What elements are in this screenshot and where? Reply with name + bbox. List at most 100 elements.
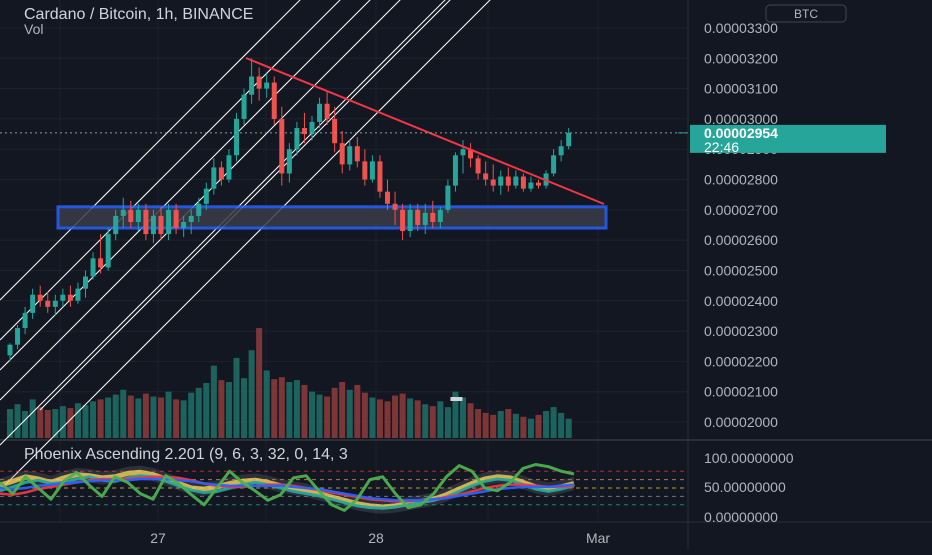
- volume-bar: [180, 400, 187, 438]
- osc-axis-label: 100.00000000: [704, 450, 794, 466]
- currency-label: BTC: [794, 7, 818, 21]
- volume-bar: [67, 408, 74, 438]
- volume-bar: [112, 394, 119, 438]
- candle-body: [422, 212, 428, 225]
- candle-body: [332, 118, 338, 144]
- drawings-layer[interactable]: [0, 0, 608, 491]
- candle-body: [445, 185, 451, 210]
- volume-bar: [301, 384, 308, 438]
- volume-bar: [407, 398, 414, 438]
- candle-body: [143, 209, 149, 235]
- volume-bar: [14, 404, 21, 438]
- candle-body: [60, 294, 66, 301]
- candle-body: [75, 288, 81, 301]
- volume-bar: [127, 395, 134, 438]
- support-zone[interactable]: [56, 205, 608, 230]
- price-axis-label: 0.00002200: [704, 353, 778, 369]
- candle-body: [181, 221, 187, 229]
- volume-marker: [450, 397, 463, 401]
- candle-body: [105, 234, 111, 268]
- candle-body: [475, 158, 481, 174]
- volume-bar: [278, 377, 285, 438]
- candle-body: [498, 176, 504, 186]
- channel-line[interactable]: [0, 0, 520, 491]
- symbol-title[interactable]: Cardano / Bitcoin, 1h, BINANCE: [24, 6, 253, 23]
- candle-body: [294, 128, 300, 150]
- volume-bar: [74, 403, 81, 438]
- volume-bar: [195, 387, 202, 438]
- candle-body: [392, 203, 398, 210]
- volume-bar: [558, 412, 565, 438]
- candle-body: [67, 294, 73, 301]
- candle-body: [188, 215, 194, 222]
- candle-body: [369, 161, 375, 180]
- volume-bar: [422, 404, 429, 438]
- candle-body: [309, 121, 315, 135]
- time-axis-label[interactable]: Mar: [586, 530, 610, 546]
- price-axis-label: 0.00003300: [704, 20, 778, 36]
- candle-body: [203, 188, 209, 204]
- volume-bar: [376, 399, 383, 438]
- volume-bar: [218, 380, 225, 438]
- price-axis-label: 0.00002500: [704, 262, 778, 278]
- volume-bar: [354, 384, 361, 438]
- candle-body: [15, 328, 21, 345]
- volume-bar: [331, 387, 338, 438]
- candle-body: [98, 258, 104, 268]
- price-axis-label: 0.00002700: [704, 202, 778, 218]
- candle-body: [430, 212, 436, 222]
- volume-bar: [346, 389, 353, 438]
- candle-body: [128, 209, 134, 222]
- candle-body: [468, 149, 474, 159]
- channel-line[interactable]: [0, 0, 520, 446]
- candle-body: [490, 179, 496, 186]
- time-axis-label[interactable]: 28: [368, 530, 384, 546]
- volume-bar: [105, 397, 112, 438]
- candle-body: [218, 167, 224, 180]
- volume-bar: [361, 392, 368, 438]
- indicator-title[interactable]: Phoenix Ascending 2.201 (9, 6, 3, 32, 0,…: [24, 446, 348, 463]
- candle-body: [30, 294, 36, 313]
- osc-series-line: [0, 463, 575, 512]
- volume-bar: [293, 380, 300, 438]
- price-axis[interactable]: 0.00003300 0.00003200 0.00003100 0.00003000…: [704, 20, 778, 430]
- volume-bar: [535, 414, 542, 438]
- volume-bar: [475, 409, 482, 438]
- candle-body: [385, 191, 390, 204]
- volume-bar: [173, 399, 180, 438]
- channel-line[interactable]: [0, 0, 520, 401]
- current-price-value: 0.00002954: [704, 125, 778, 141]
- price-axis-label: 0.00002300: [704, 323, 778, 339]
- bar-countdown: 22:46: [704, 139, 739, 155]
- candle-body: [437, 209, 443, 222]
- volume-bar: [158, 397, 164, 438]
- volume-legend[interactable]: Vol: [24, 21, 43, 37]
- volume-bar: [37, 407, 44, 438]
- price-axis-label: 0.00003000: [704, 111, 778, 127]
- time-axis-label[interactable]: 27: [150, 530, 166, 546]
- drawings-overlay[interactable]: [245, 57, 605, 205]
- volume-bar: [565, 418, 572, 438]
- volume-bar: [52, 409, 59, 438]
- descending-trendline[interactable]: [245, 57, 605, 205]
- volume-bar: [22, 410, 29, 438]
- volume-bar: [97, 399, 104, 438]
- price-axis-label: 0.00003200: [704, 50, 778, 66]
- currency-button[interactable]: [765, 4, 847, 23]
- candle-body: [120, 209, 126, 216]
- volume-bar: [59, 406, 66, 438]
- candle-body: [415, 209, 421, 225]
- channel-line[interactable]: [39, 0, 560, 411]
- volume-bar: [482, 412, 489, 438]
- volume-bar: [505, 409, 512, 438]
- candle-body: [234, 118, 239, 156]
- volume-bar: [324, 396, 331, 438]
- volume-bar: [271, 379, 278, 438]
- volume-bar: [429, 406, 436, 438]
- volume-bar: [309, 391, 315, 438]
- volume-bar: [399, 393, 406, 438]
- candle-body: [566, 132, 572, 147]
- candle-body: [196, 203, 202, 216]
- candle-body: [45, 300, 51, 307]
